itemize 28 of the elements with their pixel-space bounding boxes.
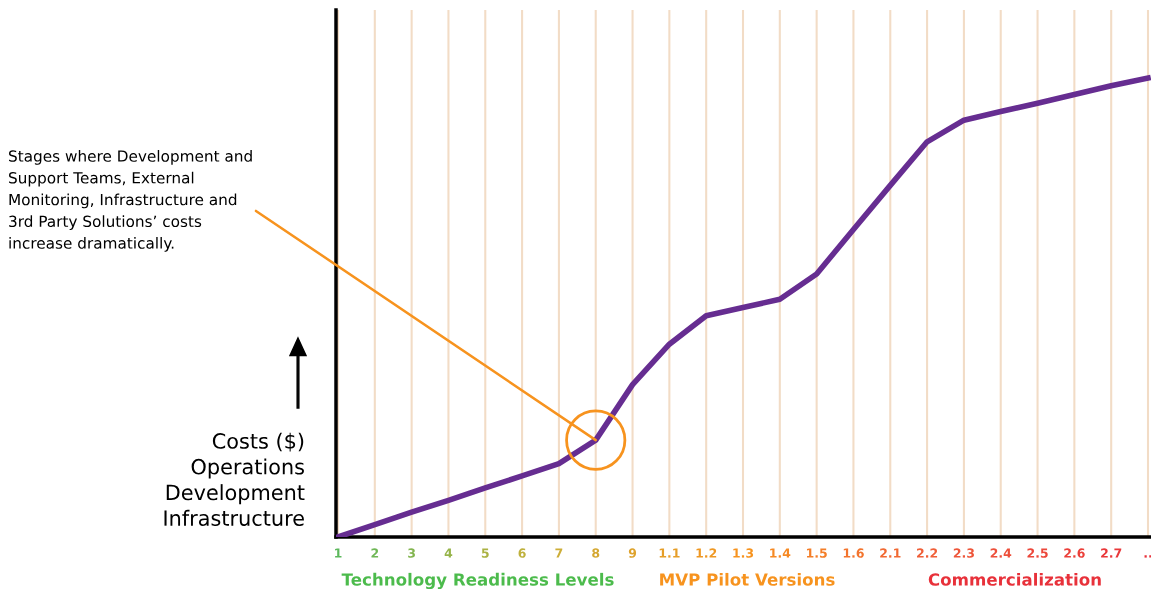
x-tick-label: 8 [592, 548, 600, 558]
x-tick-label: 2.5 [1027, 548, 1048, 558]
text: Technology Readiness Levels [341, 572, 614, 589]
x-tick-label: 2.1 [880, 548, 901, 558]
text: Commercialization [928, 572, 1101, 586]
x-tick-label: 3 [408, 548, 415, 558]
x-tick-label: 9 [628, 548, 637, 558]
x-tick-label: 4 [444, 548, 453, 558]
x-tick-label: 1 [335, 548, 342, 558]
annotation: Stages where Development and Support Teams, External Monitoring, Infrastructure and 3rd Party Solutions’ costs increase dramatically. [9, 150, 252, 252]
x-tick-label: 5 [481, 548, 489, 558]
x-tick-label: 2.2 [917, 548, 938, 558]
x-tick-label: 1.2 [696, 548, 717, 558]
x-tick-label: 1.1 [659, 548, 680, 558]
text: MVP Pilot Versions [660, 572, 835, 586]
x-tick-label: 2 [371, 548, 379, 558]
x-tick-label: 6 [518, 548, 526, 558]
x-tick-label: 2.3 [953, 548, 974, 558]
x-tick-label: 1.3 [733, 548, 754, 558]
x-tick-label: .. [1144, 555, 1151, 558]
x-tick-label: 1.4 [770, 548, 791, 558]
x-tick-label: 1.6 [843, 548, 864, 558]
x-tick-label: 1.5 [806, 548, 827, 558]
y-axis-title: Costs ($) Operations Development Infrastructure [164, 432, 305, 526]
x-tick-label: 2.4 [990, 548, 1012, 558]
x-tick-label: 2.6 [1064, 548, 1085, 558]
x-tick-label: 2.7 [1101, 548, 1122, 558]
x-tick-label: 7 [555, 548, 563, 558]
